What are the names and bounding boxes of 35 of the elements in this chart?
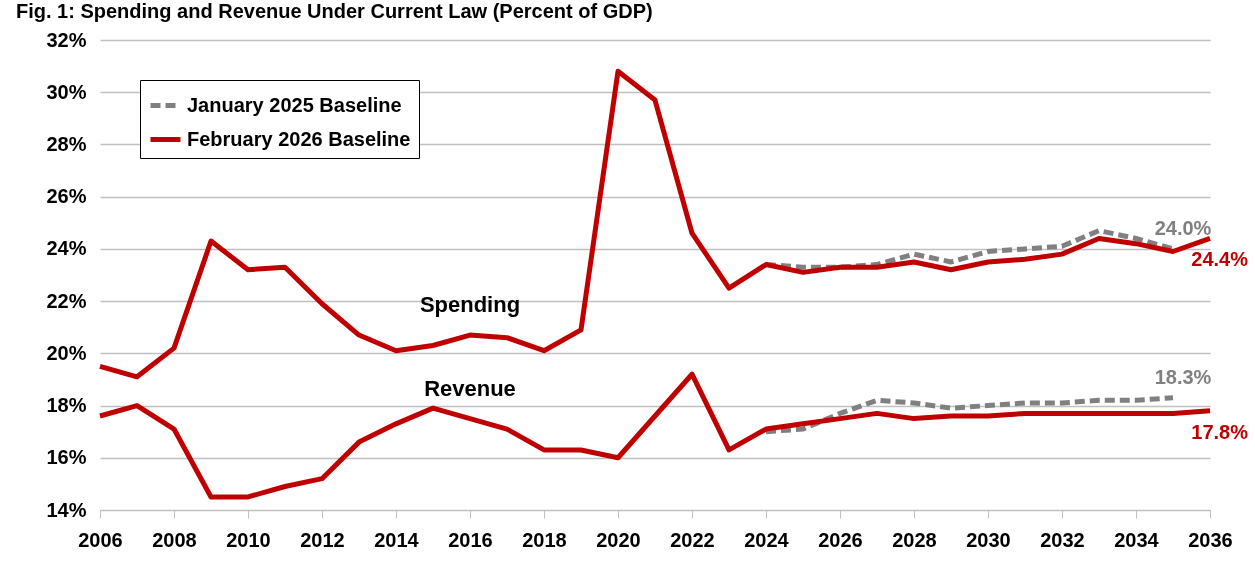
annotation: Revenue (424, 375, 516, 401)
x-tick-label: 2034 (1114, 528, 1160, 551)
x-tick-label: 2014 (374, 528, 420, 551)
x-tick-label: 2008 (152, 528, 197, 551)
data-label: 24.4% (1191, 248, 1249, 271)
x-tick-label: 2030 (966, 528, 1011, 551)
x-tick-label: 2012 (300, 528, 345, 551)
chart-title: Fig. 1: Spending and Revenue Under Current Law (Percent of GDP) (15, 0, 653, 22)
y-tick-label: 32% (46, 28, 87, 51)
x-tick-label: 2032 (1040, 528, 1085, 551)
x-tick-label: 2036 (1188, 528, 1233, 551)
y-tick-label: 16% (46, 446, 87, 469)
data-label: 24.0% (1154, 216, 1212, 239)
x-tick-label: 2006 (78, 528, 123, 551)
y-tick-label: 20% (46, 341, 87, 364)
x-tick-label: 2016 (448, 528, 493, 551)
y-tick-label: 30% (46, 80, 87, 103)
x-tick-label: 2018 (522, 528, 567, 551)
y-tick-label: 22% (46, 289, 87, 312)
x-tick-label: 2022 (670, 528, 715, 551)
y-tick-label: 24% (46, 237, 87, 260)
x-tick-label: 2028 (892, 528, 937, 551)
x-tick-label: 2010 (226, 528, 271, 551)
y-tick-label: 18% (46, 394, 87, 417)
data-label: 17.8% (1191, 420, 1249, 443)
legend-label: January 2025 Baseline (187, 93, 402, 116)
annotation: Spending (419, 292, 521, 318)
legend-label: February 2026 Baseline (187, 127, 411, 150)
data-label: 18.3% (1154, 365, 1212, 388)
x-tick-label: 2024 (744, 528, 790, 551)
x-tick-label: 2026 (818, 528, 863, 551)
y-tick-label: 26% (46, 185, 87, 208)
x-tick-label: 2020 (596, 528, 641, 551)
y-tick-label: 14% (46, 498, 87, 521)
y-tick-label: 28% (46, 132, 87, 155)
